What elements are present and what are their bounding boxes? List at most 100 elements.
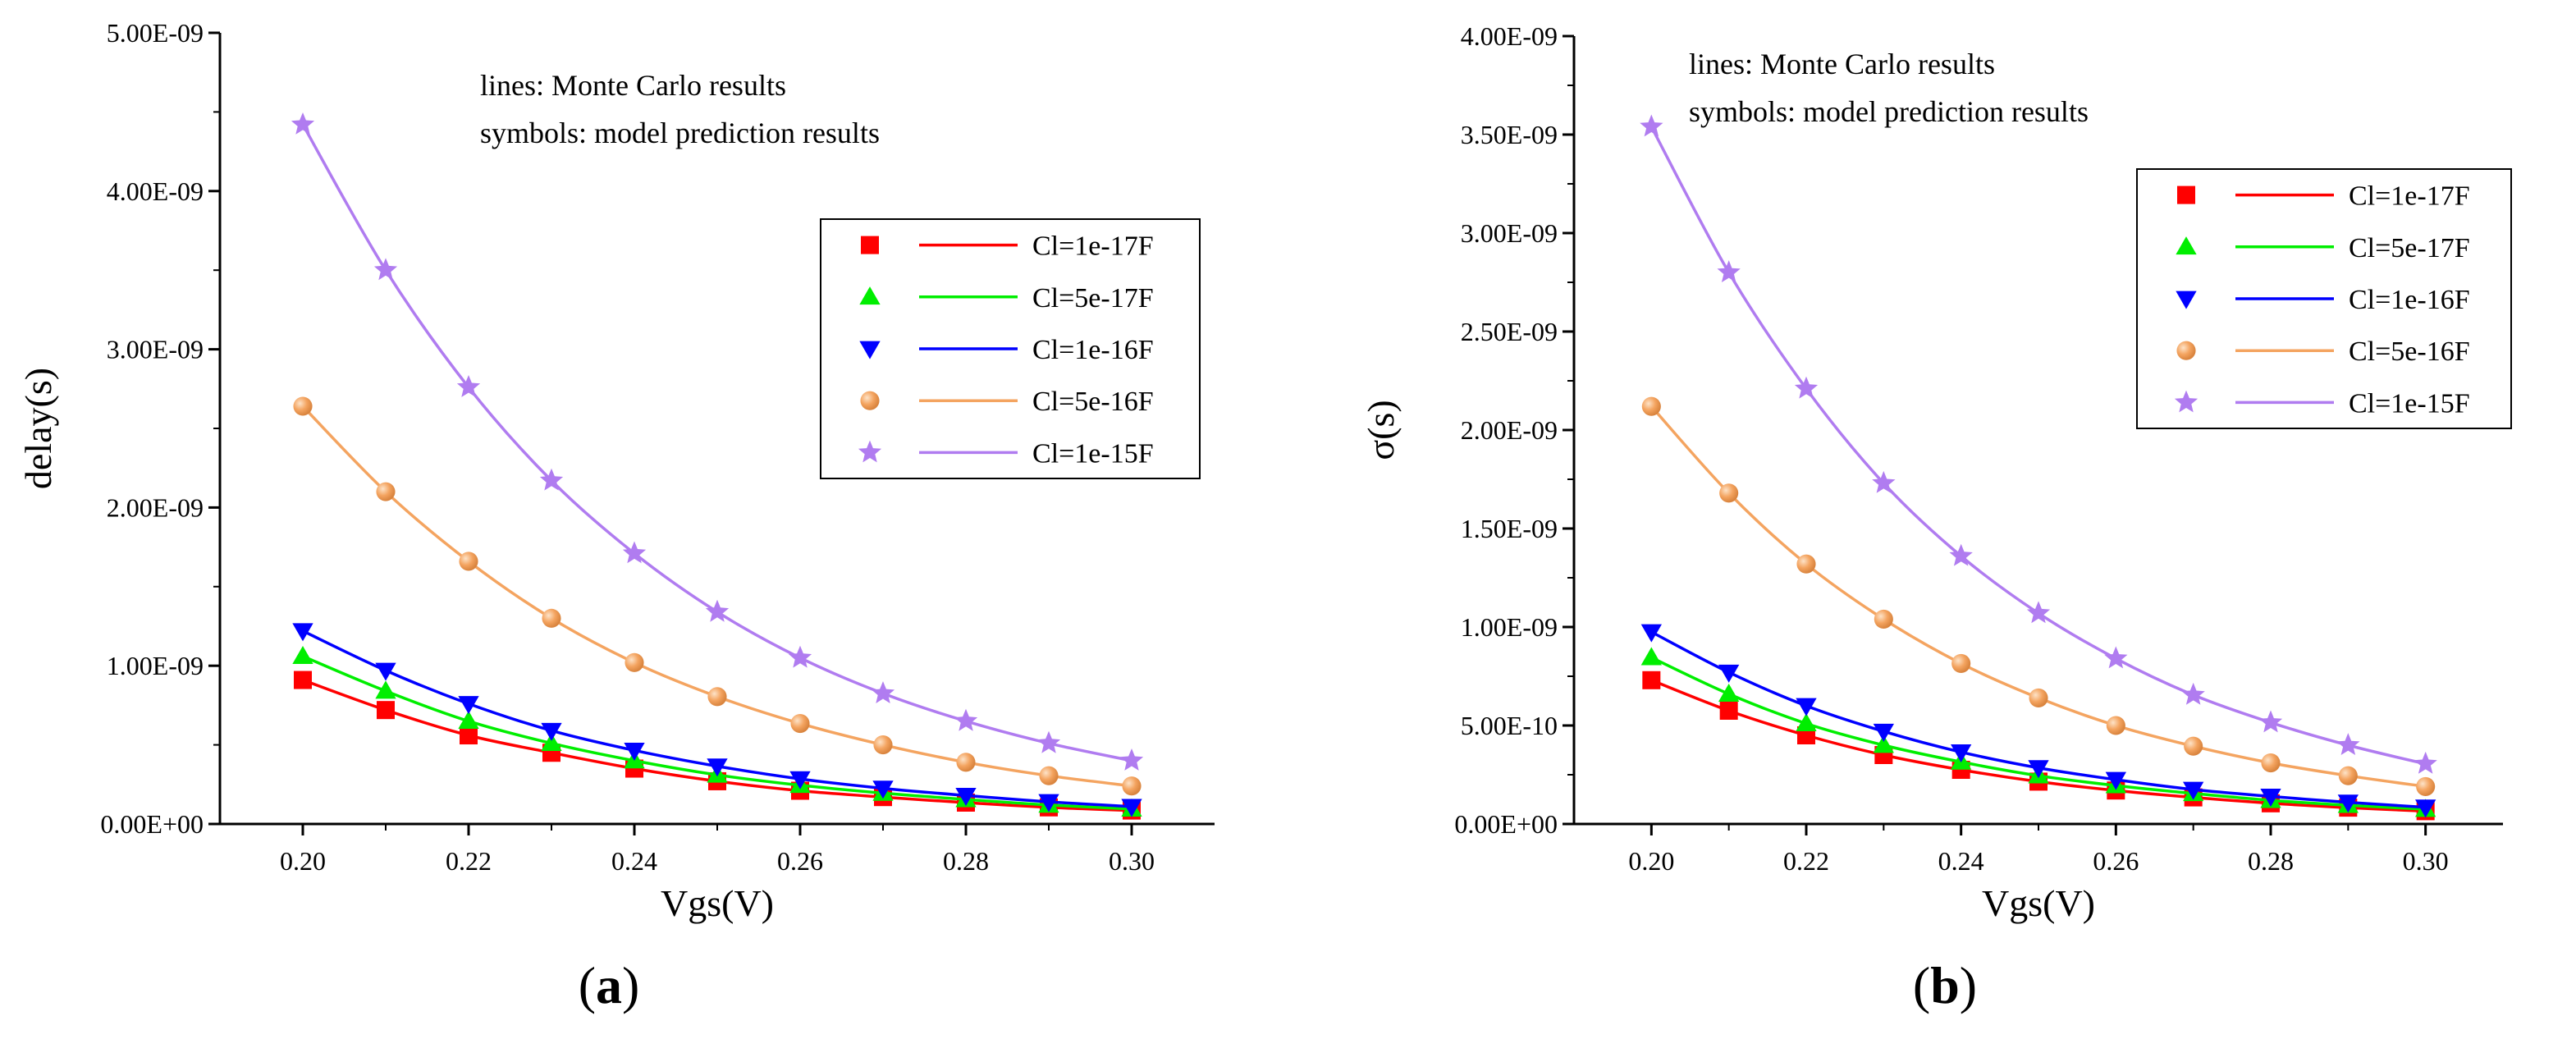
data-point-star xyxy=(1872,470,1896,493)
data-point-sphere xyxy=(956,753,976,772)
legend-item: Cl=5e-17F xyxy=(859,283,1154,314)
data-point-triangle-down xyxy=(1873,723,1894,742)
x-tick-label: 0.26 xyxy=(777,846,823,876)
legend-label: Cl=1e-15F xyxy=(2349,388,2470,419)
legend: Cl=1e-17F Cl=5e-17F Cl=1e-16F Cl=5e-16F Cl=1… xyxy=(820,218,1201,479)
x-tick-label: 0.26 xyxy=(2093,846,2139,876)
data-point-sphere xyxy=(2416,776,2436,796)
data-point-triangle-down xyxy=(955,787,977,806)
series-line xyxy=(1649,405,2426,789)
series-Cl=1e-15F xyxy=(1640,114,2437,774)
data-point-sphere xyxy=(293,396,313,416)
x-tick-label: 0.28 xyxy=(2248,846,2294,876)
data-point-triangle-down xyxy=(707,758,728,777)
data-point-triangle-up xyxy=(1640,647,1662,666)
x-tick-label: 0.22 xyxy=(1783,846,1829,876)
data-point-triangle-down xyxy=(1718,664,1740,683)
x-tick-label: 0.30 xyxy=(2403,846,2449,876)
data-point-triangle-up xyxy=(375,680,396,699)
data-point-triangle-up xyxy=(1873,735,1894,753)
y-tick-label: 4.00E-09 xyxy=(1461,21,1558,51)
y-tick-label: 5.00E-10 xyxy=(1461,711,1558,740)
data-point-triangle-down xyxy=(541,722,562,741)
y-tick-label: 2.50E-09 xyxy=(1461,317,1558,346)
series-Cl=1e-16F xyxy=(1640,624,2436,818)
x-tick-label: 0.28 xyxy=(943,846,989,876)
data-point-sphere xyxy=(707,687,727,707)
legend-symbol-triangle-up xyxy=(2176,236,2197,255)
data-point-sphere xyxy=(790,714,810,734)
series-Cl=5e-16F xyxy=(1641,396,2436,796)
legend-label: Cl=1e-15F xyxy=(1032,438,1154,469)
data-point-triangle-up xyxy=(458,711,479,730)
panel-label-letter: b xyxy=(1930,956,1960,1014)
data-point-star xyxy=(1640,114,1663,137)
legend-item: Cl=5e-16F xyxy=(2176,336,2470,367)
data-point-star xyxy=(1717,260,1741,282)
y-tick-label: 2.00E-09 xyxy=(1461,415,1558,445)
x-tick-label: 0.20 xyxy=(1628,846,1674,876)
data-point-star xyxy=(1036,730,1061,753)
legend-symbol-star xyxy=(2174,390,2199,413)
data-point-sphere xyxy=(2029,688,2048,707)
data-point-sphere xyxy=(873,735,893,755)
data-point-sphere xyxy=(625,652,644,672)
data-point-triangle-down xyxy=(872,780,894,799)
legend-item: Cl=1e-15F xyxy=(2174,388,2470,419)
panel-label-open: ( xyxy=(579,956,596,1014)
data-point-triangle-down xyxy=(458,696,479,715)
x-tick-label: 0.24 xyxy=(1938,846,1984,876)
data-point-star xyxy=(1794,376,1819,399)
data-point-star xyxy=(954,708,978,731)
data-point-sphere xyxy=(2106,716,2125,735)
y-tick-label: 2.00E-09 xyxy=(107,492,204,522)
data-point-triangle-down xyxy=(375,662,396,681)
data-point-star xyxy=(2336,733,2360,755)
series-line xyxy=(301,123,1132,762)
legend-item: Cl=5e-17F xyxy=(2176,233,2470,263)
data-point-star xyxy=(456,375,481,397)
y-tick-label: 4.00E-09 xyxy=(107,176,204,206)
data-point-star xyxy=(788,645,812,668)
data-point-triangle-up xyxy=(1796,712,1817,731)
data-point-square xyxy=(377,701,395,720)
legend-symbol-square xyxy=(2177,185,2195,204)
legend-label: Cl=5e-16F xyxy=(2349,336,2470,367)
y-tick-label: 0.00E+00 xyxy=(100,809,204,839)
panel-label: (b) xyxy=(1913,956,1977,1014)
legend-label: Cl=1e-17F xyxy=(1032,231,1154,262)
data-point-square xyxy=(460,726,478,745)
x-tick-label: 0.22 xyxy=(446,846,492,876)
annotation-lines: lines: Monte Carlo results xyxy=(1689,48,1995,80)
data-point-star xyxy=(2181,682,2205,705)
data-point-sphere xyxy=(542,608,561,628)
data-point-star xyxy=(2258,710,2283,733)
legend-label: Cl=1e-16F xyxy=(1032,335,1154,365)
data-point-triangle-down xyxy=(1038,794,1059,812)
data-point-star xyxy=(373,258,398,281)
data-point-star xyxy=(622,541,647,564)
legend-label: Cl=1e-17F xyxy=(2349,181,2470,212)
panel-label-close: ) xyxy=(1960,956,1977,1014)
x-axis-title: Vgs(V) xyxy=(1982,882,2095,924)
data-point-star xyxy=(2026,601,2051,624)
legend-item: Cl=1e-17F xyxy=(861,231,1154,262)
chart-panel-b: 0.00E+00 5.00E-10 1.00E-09 1.50E-09 2.00E-09… xyxy=(1360,21,2512,1014)
data-point-triangle-up xyxy=(292,645,313,664)
series-Cl=5e-17F xyxy=(292,645,1142,817)
legend-item: Cl=1e-16F xyxy=(859,335,1154,365)
data-point-triangle-down xyxy=(2105,771,2126,790)
legend-item: Cl=1e-17F xyxy=(2177,181,2470,212)
legend-label: Cl=5e-17F xyxy=(1032,283,1154,314)
annotation-symbols: symbols: model prediction results xyxy=(480,117,880,149)
data-point-triangle-down xyxy=(292,623,313,642)
data-point-triangle-down xyxy=(1640,624,1662,643)
y-axis-title: σ(s) xyxy=(1360,400,1402,460)
data-point-sphere xyxy=(2184,736,2203,756)
data-point-sphere xyxy=(459,552,478,571)
data-point-star xyxy=(291,112,315,135)
data-point-square xyxy=(1719,702,1738,720)
annotation-lines: lines: Monte Carlo results xyxy=(480,69,786,102)
data-point-triangle-down xyxy=(1796,698,1817,716)
legend-symbol-triangle-down xyxy=(2176,291,2197,309)
